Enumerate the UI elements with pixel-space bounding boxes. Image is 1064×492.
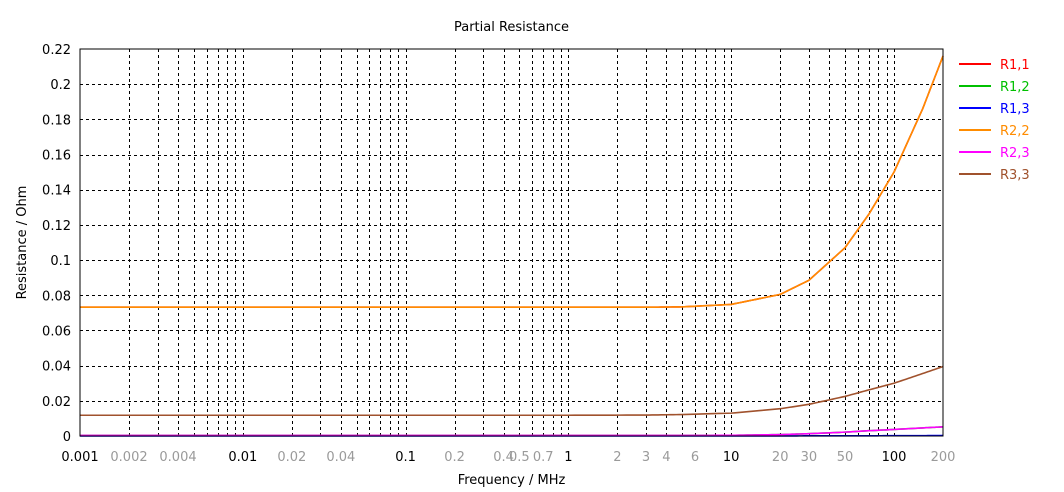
x-tick-label: 0.001 xyxy=(61,450,98,465)
y-tick-labels: 0 0.02 0.04 0.06 0.08 0.1 0.12 0.14 0.16 0.18 0.2 0… xyxy=(42,43,71,445)
x-tick-label: 0.04 xyxy=(326,450,355,465)
x-tick-label: 0.2 xyxy=(444,450,465,465)
y-tick-label: 0.1 xyxy=(50,254,71,269)
legend-label: R2,3 xyxy=(1000,146,1030,161)
x-tick-labels: 0.001 0.002 0.004 0.01 0.02 0.04 0.1 0.2 0.40.5 0… xyxy=(61,450,955,465)
series-line-R1-1 xyxy=(80,55,944,309)
y-tick-label: 0.22 xyxy=(42,43,71,58)
series-line-R2-2 xyxy=(80,55,944,309)
x-tick-label: 30 xyxy=(801,450,818,465)
series-lines xyxy=(80,55,944,437)
legend-label: R1,3 xyxy=(1000,102,1030,117)
x-tick-label: 6 xyxy=(691,450,699,465)
legend-label: R1,2 xyxy=(1000,80,1030,95)
x-tick-label: 0.5 xyxy=(509,450,530,465)
x-tick-label: 0.4 xyxy=(493,450,514,465)
plot-frame xyxy=(79,48,944,437)
legend: R1,1 R1,2 R1,3 R2,2 R2,3 R3,3 xyxy=(959,58,1030,183)
x-tick-label: 0.7 xyxy=(533,450,554,465)
x-tick-label: 3 xyxy=(642,450,650,465)
x-tick-label: 0.004 xyxy=(159,450,196,465)
y-tick-label: 0.14 xyxy=(42,184,71,199)
x-tick-label: 0.01 xyxy=(228,450,257,465)
grid xyxy=(80,49,943,436)
legend-label: R1,1 xyxy=(1000,58,1030,73)
y-axis-label: Resistance / Ohm xyxy=(15,186,30,300)
x-tick-label: 2 xyxy=(613,450,621,465)
x-tick-label: 1 xyxy=(564,450,572,465)
x-axis-label: Frequency / MHz xyxy=(458,473,566,488)
x-tick-label: 0.02 xyxy=(277,450,306,465)
series-line-R3-3 xyxy=(80,365,944,417)
x-tick-label: 20 xyxy=(772,450,789,465)
legend-label: R2,2 xyxy=(1000,124,1030,139)
y-tick-label: 0.18 xyxy=(42,113,71,128)
x-tick-label: 100 xyxy=(882,450,907,465)
y-tick-label: 0.16 xyxy=(42,149,71,164)
y-tick-label: 0.2 xyxy=(50,78,71,93)
chart-title: Partial Resistance xyxy=(454,20,569,35)
x-tick-label: 0.1 xyxy=(395,450,416,465)
y-tick-label: 0.08 xyxy=(42,289,71,304)
series-line-R2-3 xyxy=(80,426,944,437)
x-tick-label: 4 xyxy=(662,450,670,465)
x-tick-label: 200 xyxy=(931,450,956,465)
x-tick-label: 50 xyxy=(837,450,854,465)
legend-label: R3,3 xyxy=(1000,168,1030,183)
y-tick-label: 0.06 xyxy=(42,324,71,339)
x-tick-label: 0.002 xyxy=(110,450,147,465)
x-tick-label: 10 xyxy=(723,450,740,465)
y-tick-label: 0.02 xyxy=(42,395,71,410)
y-tick-label: 0.12 xyxy=(42,219,71,234)
y-tick-label: 0.04 xyxy=(42,360,71,375)
y-tick-label: 0 xyxy=(63,430,71,445)
